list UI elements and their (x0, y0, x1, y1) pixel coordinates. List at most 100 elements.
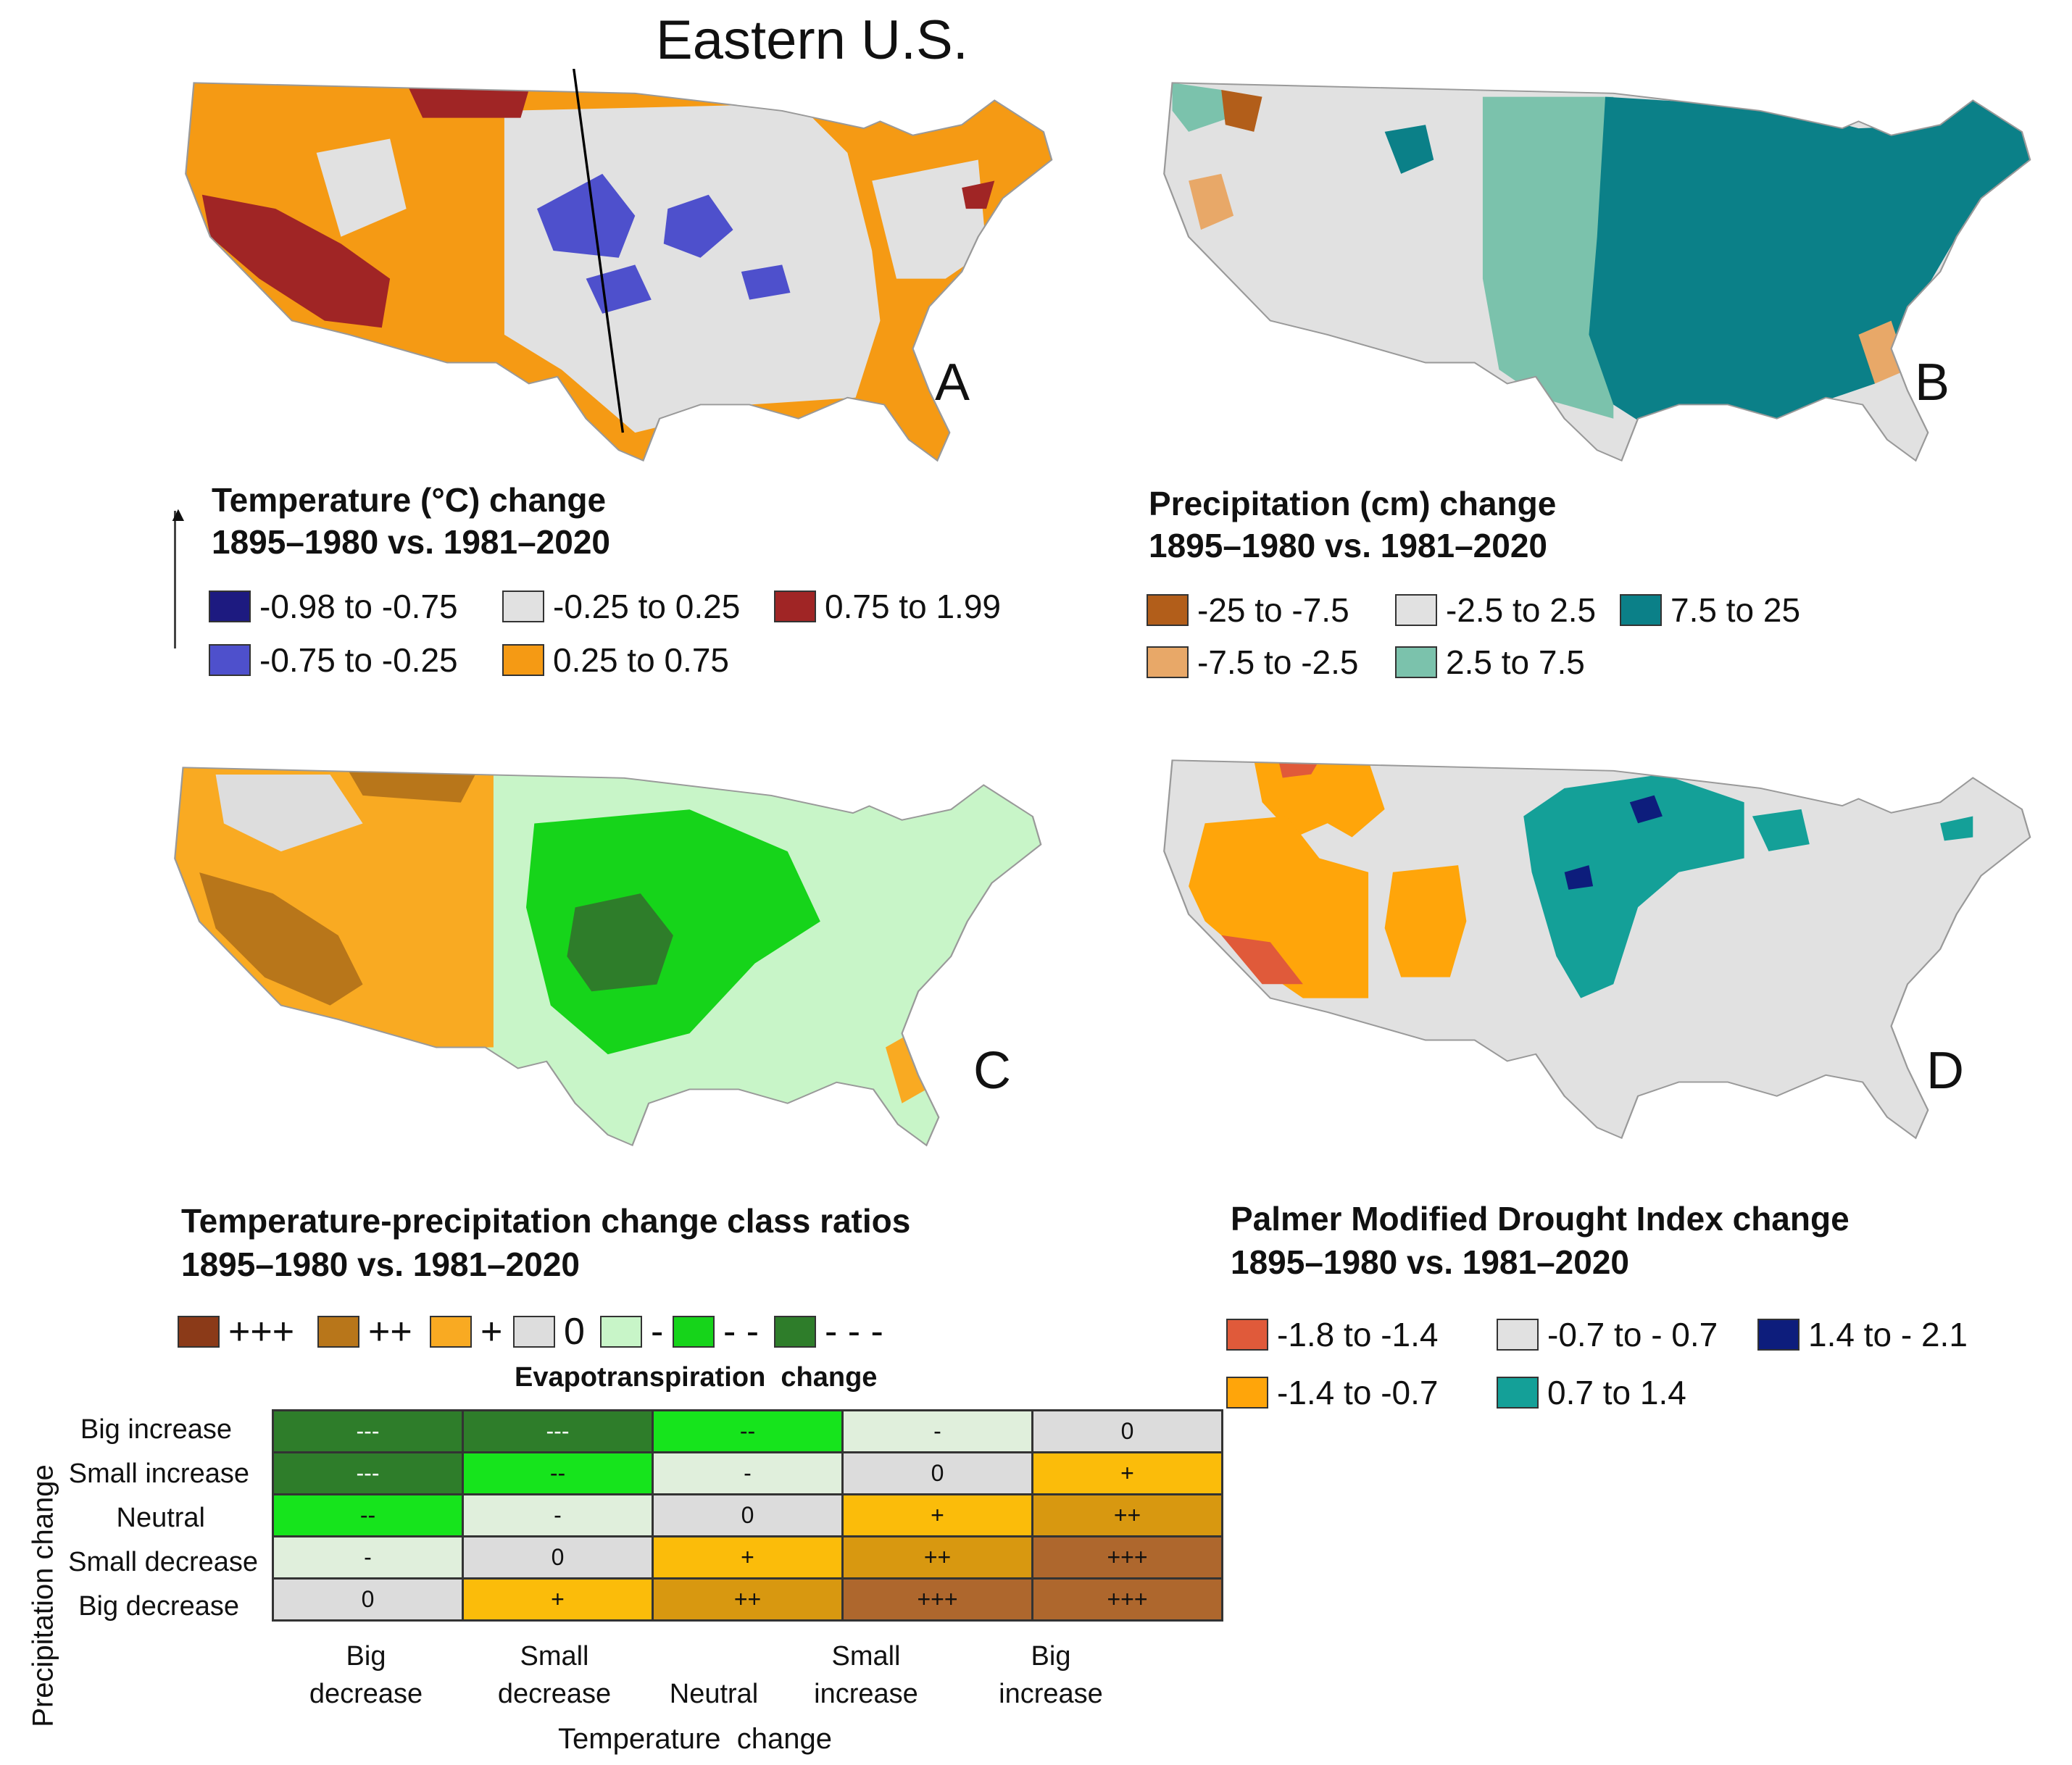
matrix-row: --- --- -- - 0 (272, 1409, 1223, 1453)
legend-a-arrow (174, 511, 176, 648)
matrix-cell: + (1031, 1451, 1223, 1495)
matrix-row-label: Big increase (80, 1414, 232, 1445)
map-d-drought-index (1163, 759, 2031, 1140)
legend-a-swatch (774, 591, 816, 622)
legend-c-label: - - (723, 1311, 760, 1353)
drought-zone-red-2 (1221, 935, 1303, 985)
legend-c-label: + (480, 1311, 503, 1353)
legend-c-title-line2: 1895–1980 vs. 1981–2020 (181, 1245, 581, 1283)
class-ratio-matrix: --- --- -- - 0 --- -- - 0 + -- - 0 + ++ … (272, 1409, 1223, 1622)
legend-c-item: 0 (513, 1310, 585, 1353)
legend-c-title-line1: Temperature-precipitation change class r… (181, 1202, 911, 1240)
matrix-cell: 0 (652, 1493, 844, 1537)
temp-zone-red-southwest (201, 194, 391, 328)
matrix-col-label: Neutral (627, 1675, 801, 1713)
legend-a-swatch (502, 644, 544, 676)
legend-b-title-line2: 1895–1980 vs. 1981–2020 (1149, 527, 1548, 564)
matrix-col-label: Small decrease (467, 1637, 641, 1713)
matrix-col-label: Small increase (779, 1637, 953, 1713)
legend-a-swatch (209, 644, 251, 676)
legend-c-item: - - - (774, 1310, 883, 1353)
legend-a-item: -0.98 to -0.75 (209, 587, 458, 626)
matrix-row: --- -- - 0 + (272, 1451, 1223, 1495)
col-label-line: Big (1031, 1641, 1071, 1672)
drought-zone-orange-2 (1189, 816, 1369, 998)
temp-zone-gray-central (504, 104, 881, 433)
legend-d-swatch (1757, 1319, 1800, 1351)
legend-d-label: 0.7 to 1.4 (1547, 1374, 1686, 1411)
legend-b-label: -25 to -7.5 (1197, 591, 1349, 629)
legend-a-label: -0.25 to 0.25 (553, 588, 741, 625)
matrix-row: - 0 + ++ +++ (272, 1535, 1223, 1580)
legend-d-label: -0.7 to - 0.7 (1547, 1316, 1718, 1353)
matrix-row-label: Small increase (68, 1459, 249, 1489)
legend-c-swatch (673, 1316, 715, 1348)
panel-letter-c: C (973, 1042, 1011, 1100)
legend-d-item: -1.8 to -1.4 (1226, 1315, 1438, 1354)
matrix-cell: 0 (272, 1577, 464, 1622)
col-label-line: decrease (309, 1679, 423, 1709)
legend-a-arrowhead: ▲ (168, 503, 188, 525)
legend-b-label: 7.5 to 25 (1671, 591, 1801, 629)
matrix-row-label: Big decrease (78, 1591, 239, 1622)
matrix-cell: 0 (841, 1451, 1033, 1495)
col-label-line: Big (346, 1641, 386, 1672)
legend-d-item: -1.4 to -0.7 (1226, 1373, 1438, 1412)
precip-zone-light-teal (1482, 96, 1614, 419)
legend-b-label: -7.5 to -2.5 (1197, 643, 1359, 681)
ratio-zone-dark-green (567, 893, 673, 992)
matrix-cell: ++ (841, 1535, 1033, 1580)
matrix-col-label: Big decrease (279, 1637, 453, 1713)
ratio-zone-brown-north (346, 767, 478, 803)
col-label-line: Small (831, 1641, 901, 1672)
legend-a-label: 0.25 to 0.75 (553, 641, 729, 679)
matrix-cell: 0 (462, 1535, 654, 1580)
matrix-cell: +++ (1031, 1535, 1223, 1580)
matrix-row: -- - 0 + ++ (272, 1493, 1223, 1537)
temp-zone-gray-west (316, 138, 407, 237)
temp-zone-gray-northeast (872, 159, 986, 279)
legend-b-swatch (1620, 594, 1662, 626)
matrix-cell: + (652, 1535, 844, 1580)
precip-zone-brown-nw (1221, 89, 1262, 132)
temp-zone-red-north (406, 83, 529, 118)
precip-zone-teal-northwest (1384, 125, 1434, 174)
matrix-x-title: Temperature change (558, 1723, 833, 1755)
matrix-cell: --- (272, 1409, 464, 1453)
temp-zone-blue-1 (537, 173, 636, 258)
drought-zone-navy-2 (1564, 865, 1594, 890)
legend-d-title-line2: 1895–1980 vs. 1981–2020 (1231, 1243, 1630, 1281)
legend-a-item: -0.25 to 0.25 (502, 587, 740, 626)
legend-a-title-line2: 1895–1980 vs. 1981–2020 (212, 523, 611, 561)
us-outline-c (174, 767, 1042, 1147)
drought-zone-teal-great-lakes (1752, 809, 1810, 851)
matrix-row-label: Neutral (116, 1503, 206, 1533)
legend-b-label: -2.5 to 2.5 (1446, 591, 1597, 629)
matrix-cell: + (841, 1493, 1033, 1537)
legend-b-swatch (1395, 594, 1437, 626)
matrix-cell: - (652, 1451, 844, 1495)
drought-zone-teal-central (1523, 774, 1744, 998)
matrix-cell: - (462, 1493, 654, 1537)
matrix-cell: ++ (652, 1577, 844, 1622)
col-label-line: increase (999, 1679, 1103, 1709)
legend-b-swatch (1147, 646, 1189, 678)
drought-zone-red-1 (1278, 760, 1320, 778)
legend-b-item: -7.5 to -2.5 (1147, 643, 1358, 682)
legend-c-label: - - - (825, 1311, 883, 1353)
matrix-cell: ++ (1031, 1493, 1223, 1537)
ratio-zone-brown-southwest (199, 872, 363, 1006)
matrix-cell: +++ (1031, 1577, 1223, 1622)
col-label-line: increase (814, 1679, 918, 1709)
legend-d-label: 1.4 to - 2.1 (1808, 1316, 1968, 1353)
legend-d-swatch (1497, 1319, 1539, 1351)
legend-d-item: -0.7 to - 0.7 (1497, 1315, 1718, 1354)
legend-c-item: + (430, 1310, 502, 1353)
panel-letter-a: A (935, 354, 970, 412)
legend-c-item: - (600, 1310, 663, 1353)
drought-zone-orange-3 (1384, 865, 1467, 977)
legend-c-item: +++ (178, 1310, 294, 1353)
legend-b-label: 2.5 to 7.5 (1446, 643, 1585, 681)
legend-d-label: -1.8 to -1.4 (1277, 1316, 1439, 1353)
legend-c-label: +++ (228, 1311, 295, 1353)
